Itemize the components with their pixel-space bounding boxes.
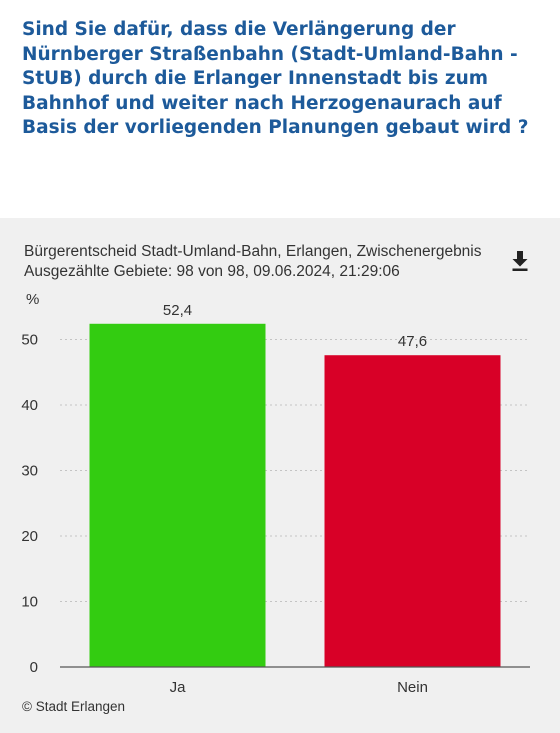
question-heading: Sind Sie dafür, dass die Verlängerung de… xyxy=(22,19,529,138)
y-tick-label: 50 xyxy=(21,332,38,349)
download-icon[interactable] xyxy=(510,250,530,272)
x-tick-label: Nein xyxy=(397,679,428,696)
y-tick-label: 20 xyxy=(21,528,38,545)
subtitle-line-2: Ausgezählte Gebiete: 98 von 98, 09.06.20… xyxy=(24,263,400,280)
bar-nein xyxy=(324,355,501,667)
data-label: 52,4 xyxy=(163,302,192,319)
chart-credit: © Stadt Erlangen xyxy=(22,699,126,714)
y-tick-label: 10 xyxy=(21,594,38,611)
chart-panel: Bürgerentscheid Stadt-Umland-Bahn, Erlan… xyxy=(0,218,560,733)
y-tick-label: 30 xyxy=(21,463,38,480)
y-axis-unit-label: % xyxy=(26,291,39,308)
bar-ja xyxy=(89,323,266,667)
data-label: 47,6 xyxy=(398,333,427,350)
y-tick-label: 0 xyxy=(30,659,38,676)
subtitle-line-1: Bürgerentscheid Stadt-Umland-Bahn, Erlan… xyxy=(24,243,482,260)
bar-chart: % 0 10 20 30 40 50 52,4 Ja 47,6 Nein xyxy=(21,291,530,696)
x-tick-label: Ja xyxy=(170,679,187,696)
y-tick-label: 40 xyxy=(21,397,38,414)
chart-subtitle: Bürgerentscheid Stadt-Umland-Bahn, Erlan… xyxy=(24,242,524,282)
